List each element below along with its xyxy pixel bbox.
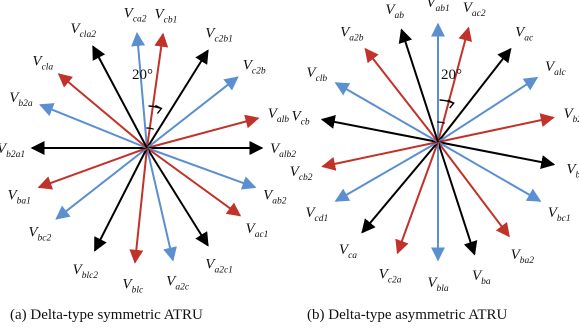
vector-label-ba1: Vba1 [7, 188, 30, 207]
vector-label-bc1: Vbc1 [548, 205, 571, 224]
vector-ba2 [437, 141, 510, 238]
vector-label-a2c: Va2c [166, 274, 190, 293]
vector-label-ba2: Vba2 [511, 247, 535, 266]
vector-label-cla2: Vcla2 [70, 21, 96, 40]
vector-label-cb: Vcb [292, 108, 310, 127]
angle-arc-inner [437, 121, 446, 124]
vector-label-blc2: Vblc2 [73, 262, 99, 281]
vector-label-c2b1: Vc2b1 [205, 26, 233, 45]
vector-bc [437, 141, 556, 169]
vector-label-ab: Vab [385, 2, 404, 21]
vector-ab [398, 28, 439, 143]
vector-ca [361, 141, 439, 234]
caption-b: (b) Delta-type asymmetric ATRU [307, 307, 508, 323]
vector-ac1 [146, 147, 242, 217]
vector-label-cla: Vcla [32, 54, 53, 73]
vector-label-ac2: Vac2 [463, 0, 486, 19]
vector-b2a [39, 103, 148, 149]
vector-ac [437, 47, 512, 143]
vector-label-bc2: Vbc2 [28, 225, 51, 244]
vector-label-c2a: Vc2a [379, 267, 402, 286]
vector-label-ac: Vac [515, 25, 534, 44]
vector-label-b2c: Vb2c [563, 106, 579, 125]
diagram-a-symmetric: Vca2 Vcb1 Vc2b1 Vc2b Valb Valb2 Vab2 Vac1 Va2c1 V… [0, 6, 296, 296]
vector-label-clb: Vclb [306, 65, 327, 84]
vector-label-ca2: Vca2 [124, 6, 147, 25]
vector-c2b1 [146, 49, 209, 149]
vector-label-a2c1: Va2c1 [205, 256, 233, 275]
angle-label: 20° [132, 67, 153, 83]
vector-label-ac1: Vac1 [246, 221, 269, 240]
vector-label-ca: Vca [339, 242, 357, 261]
vector-cb1 [146, 32, 169, 149]
vector-blc [129, 147, 148, 264]
vector-alc [437, 76, 539, 143]
vector-label-cb2: Vcb2 [290, 164, 313, 183]
vector-cla2 [92, 45, 148, 149]
vector-label-bc: Vbc [566, 162, 579, 181]
vector-ca2 [131, 32, 148, 149]
vector-c2a [395, 141, 439, 255]
vector-a2b [364, 47, 439, 143]
vector-label-alc: Valc [545, 59, 567, 78]
vector-cla [57, 73, 148, 149]
angle-label: 20° [441, 67, 462, 83]
vector-label-ab2: Vab2 [263, 188, 287, 207]
vector-label-a2b: Va2b [340, 25, 364, 44]
vector-label-c2b: Vc2b [243, 57, 266, 76]
vector-label-alb: Valb [268, 106, 290, 125]
vector-bc1 [437, 141, 542, 202]
vector-a2c1 [146, 147, 209, 247]
vector-cb2 [321, 141, 439, 171]
vector-cd1 [334, 141, 439, 202]
vector-bc2 [55, 147, 148, 220]
vector-label-bla: Vbla [427, 275, 449, 294]
vector-label-b2a1: Vb2a1 [0, 141, 25, 160]
vector-a2c [146, 147, 177, 262]
vector-label-b2a: Vb2a [9, 90, 33, 109]
angle-arc-inner [146, 127, 155, 130]
vector-b2c [437, 113, 555, 143]
vector-blc2 [93, 147, 148, 252]
diagram-b-asymmetric: Vab1 Vac2 Vac Valc Vb2c Vbc Vbc1 Vba2 Vba Vbla Vc2… [290, 0, 579, 294]
vector-label-cb1: Vcb1 [154, 6, 177, 25]
vector-alb [146, 114, 260, 149]
vector-clb [334, 82, 439, 143]
vector-label-ab1: Vab1 [426, 0, 449, 14]
vector-c2b [146, 76, 239, 149]
vector-ab2 [146, 147, 257, 190]
vector-label-ba: Vba [472, 268, 491, 287]
vector-label-cd1: Vcd1 [305, 205, 328, 224]
caption-a: (a) Delta-type symmetric ATRU [10, 307, 203, 323]
vector-ba1 [37, 147, 148, 190]
vector-label-blc: Vblc [122, 276, 144, 295]
vector-cb [320, 115, 439, 143]
vector-label-alb2: Valb2 [270, 141, 296, 160]
angle-arc-arrowhead [447, 99, 455, 109]
angle-arc-arrowhead [155, 104, 163, 114]
vector-ba [437, 141, 478, 256]
